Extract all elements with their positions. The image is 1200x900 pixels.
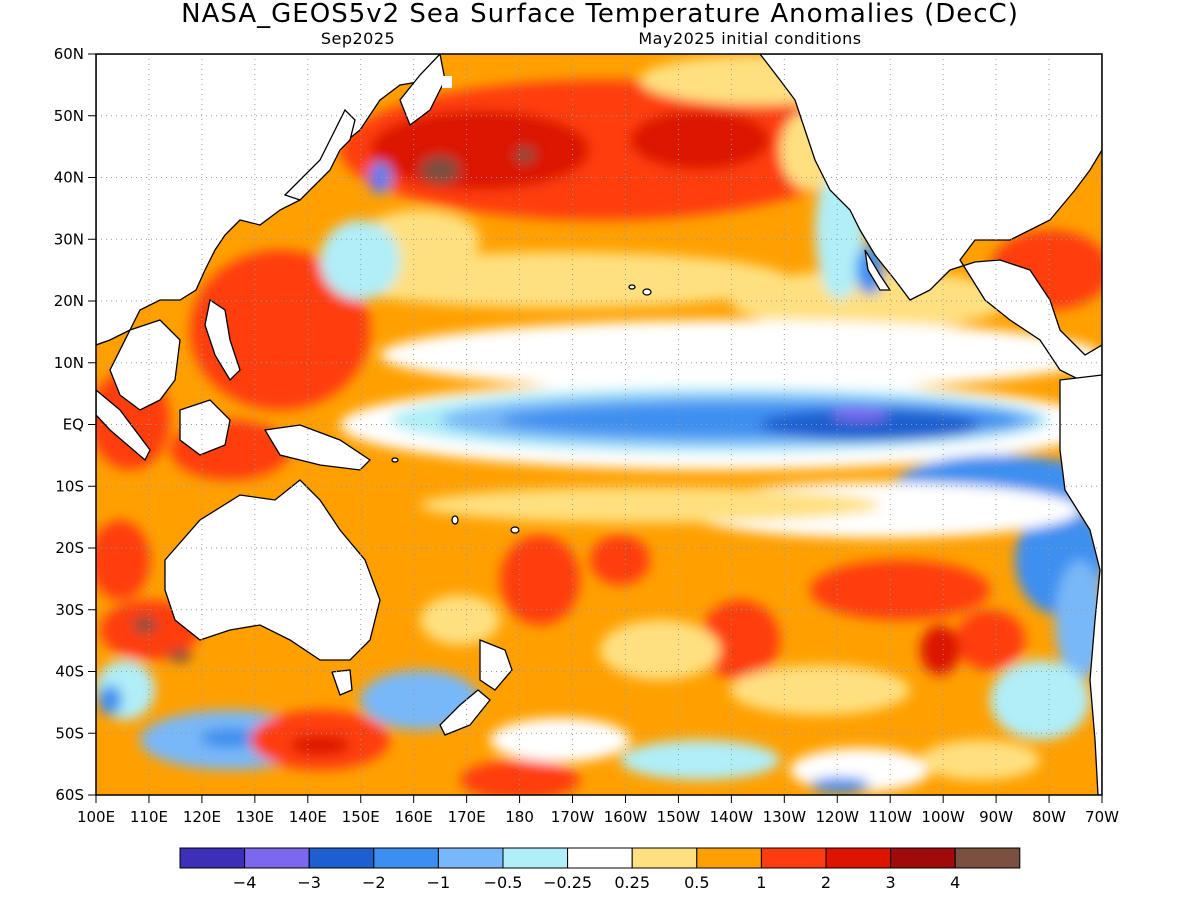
sumatra-landmass — [96, 389, 151, 462]
asia-landmass — [96, 54, 441, 346]
longitude-tick-label: 110E — [130, 808, 168, 826]
longitude-tick-label: 90W — [979, 808, 1013, 826]
legend-swatch — [244, 847, 310, 869]
legend-label: −3 — [297, 873, 321, 892]
longitude-tick-label: 120W — [816, 808, 860, 826]
map-subtitle-right: May2025 initial conditions — [638, 29, 861, 48]
latitude-tick-label: 20S — [55, 539, 84, 557]
legend-label: 0.25 — [614, 873, 650, 892]
latitude-tick-label: 30S — [55, 601, 84, 619]
latitude-tick-label: 30N — [54, 230, 84, 248]
legend-label: 3 — [886, 873, 896, 892]
legend-label: −1 — [427, 873, 451, 892]
map-subtitle-left: Sep2025 — [321, 29, 395, 48]
baja-landmass — [864, 249, 892, 291]
longitude-tick-label: 100E — [77, 808, 115, 826]
longitude-tick-label: 150W — [657, 808, 701, 826]
longitude-tick-label: 170W — [551, 808, 595, 826]
grid-lines — [96, 54, 1102, 795]
legend-swatch — [696, 847, 762, 869]
solomon-island — [391, 457, 399, 463]
map-title: NASA_GEOS5v2 Sea Surface Temperature Ano… — [181, 0, 1019, 29]
latitude-axis: 60N 50N 40N 30N 20N 10N EQ 10S 20S 30S 40S 50S 60S — [54, 45, 96, 804]
legend-swatch — [567, 847, 633, 869]
longitude-tick-label: 170E — [448, 808, 486, 826]
latitude-tick-label: 10S — [55, 477, 84, 495]
legend-swatch — [373, 847, 439, 869]
legend-swatch — [502, 847, 569, 869]
new-zealand-south-landmass — [439, 689, 491, 736]
latitude-tick-label: 60N — [54, 45, 84, 63]
fiji-island — [451, 515, 459, 525]
legend-label: −0.25 — [543, 873, 592, 892]
legend-swatch — [825, 847, 892, 869]
legend-swatch — [760, 847, 827, 869]
longitude-tick-label: 70W — [1085, 808, 1119, 826]
longitude-tick-label: 140E — [289, 808, 327, 826]
hawaii-island — [642, 288, 652, 296]
longitude-tick-label: 130W — [763, 808, 807, 826]
indochina-landmass — [109, 319, 181, 411]
latitude-tick-label: 20N — [54, 292, 84, 310]
south-america-landmass — [1059, 374, 1102, 795]
longitude-tick-label: 120E — [183, 808, 221, 826]
longitude-tick-label: 110W — [868, 808, 912, 826]
missing-data-patch — [442, 76, 452, 88]
legend-swatch — [631, 847, 698, 869]
japan-landmass — [283, 108, 356, 201]
legend-swatch — [308, 847, 375, 869]
tasmania-landmass — [331, 669, 353, 696]
latitude-tick-label: 10N — [54, 354, 84, 372]
longitude-tick-label: 100W — [921, 808, 965, 826]
latitude-tick-label: 60S — [55, 786, 84, 804]
legend-label: 1 — [756, 873, 766, 892]
longitude-tick-label: 180 — [505, 808, 534, 826]
longitude-axis: 100E 110E 120E 130E 140E 150E 160E 170E 180 170W 1… — [77, 795, 1119, 826]
latitude-tick-label: 50N — [54, 107, 84, 125]
new-guinea-landmass — [263, 424, 372, 471]
borneo-landmass — [179, 399, 231, 456]
land-masses — [96, 54, 1102, 795]
legend-label: 4 — [950, 873, 960, 892]
legend-label: 2 — [821, 873, 831, 892]
latitude-tick-label: 50S — [55, 724, 84, 742]
latitude-tick-label: 40S — [55, 663, 84, 681]
longitude-tick-label: 130E — [236, 808, 274, 826]
legend-swatch — [890, 847, 956, 869]
new-zealand-landmass — [479, 639, 513, 691]
latitude-tick-label: EQ — [63, 416, 84, 434]
australia-landmass — [164, 479, 381, 661]
legend-label: −2 — [362, 873, 386, 892]
latitude-tick-label: 40N — [54, 169, 84, 187]
legend-label: −0.5 — [484, 873, 523, 892]
legend-swatch — [954, 847, 1021, 869]
philippines-landmass — [204, 298, 241, 382]
legend-swatch — [179, 847, 246, 869]
hawaii-island — [628, 284, 636, 290]
longitude-tick-label: 80W — [1032, 808, 1066, 826]
longitude-tick-label: 160E — [395, 808, 433, 826]
longitude-tick-label: 160W — [604, 808, 648, 826]
legend-label: −4 — [233, 873, 257, 892]
legend-swatch — [437, 847, 504, 869]
fiji-island — [510, 526, 520, 534]
legend-label: 0.5 — [684, 873, 709, 892]
color-legend: −4 −3 −2 −1 −0.5 −0.25 0.25 0.5 1 2 3 4 — [179, 847, 1021, 892]
longitude-tick-label: 150E — [342, 808, 380, 826]
north-america-landmass — [759, 54, 1102, 381]
longitude-tick-label: 140W — [710, 808, 754, 826]
